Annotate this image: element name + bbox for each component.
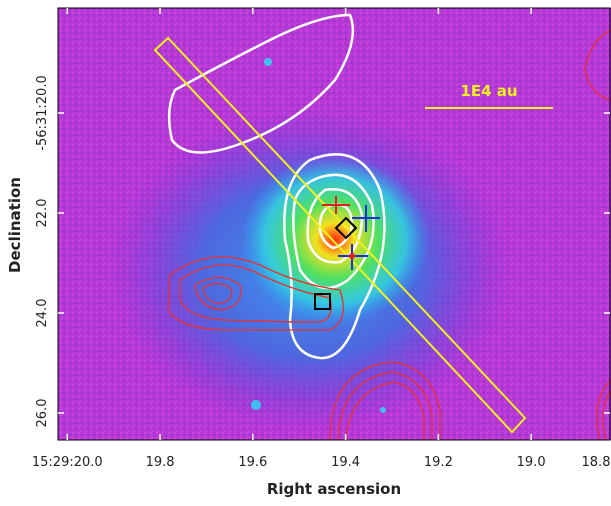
x-tick-label: 19.4 [331,455,360,470]
x-tick-label: 18.8 [582,455,611,470]
scale-bar-label: 1E4 au [460,82,517,100]
y-tick-label: -56:31:20.0 [35,75,50,150]
y-tick-label: 22.0 [35,199,50,228]
x-tick-label: 19.2 [424,455,453,470]
y-tick-label: 24.0 [35,299,50,328]
slit [153,36,527,434]
x-tick-label: 19.8 [146,455,175,470]
white-contours [167,13,386,360]
x-tick-label: 15:29:20.0 [32,455,103,470]
frame [57,7,611,441]
y-tick-label: 26.0 [35,399,50,428]
y-axis-label: Declination [6,177,24,273]
x-axis-label: Right ascension [267,480,401,498]
red-contours [167,29,611,440]
markers [314,196,380,310]
x-tick-label: 19.6 [238,455,267,470]
image [58,8,611,440]
x-tick-label: 19.0 [517,455,546,470]
